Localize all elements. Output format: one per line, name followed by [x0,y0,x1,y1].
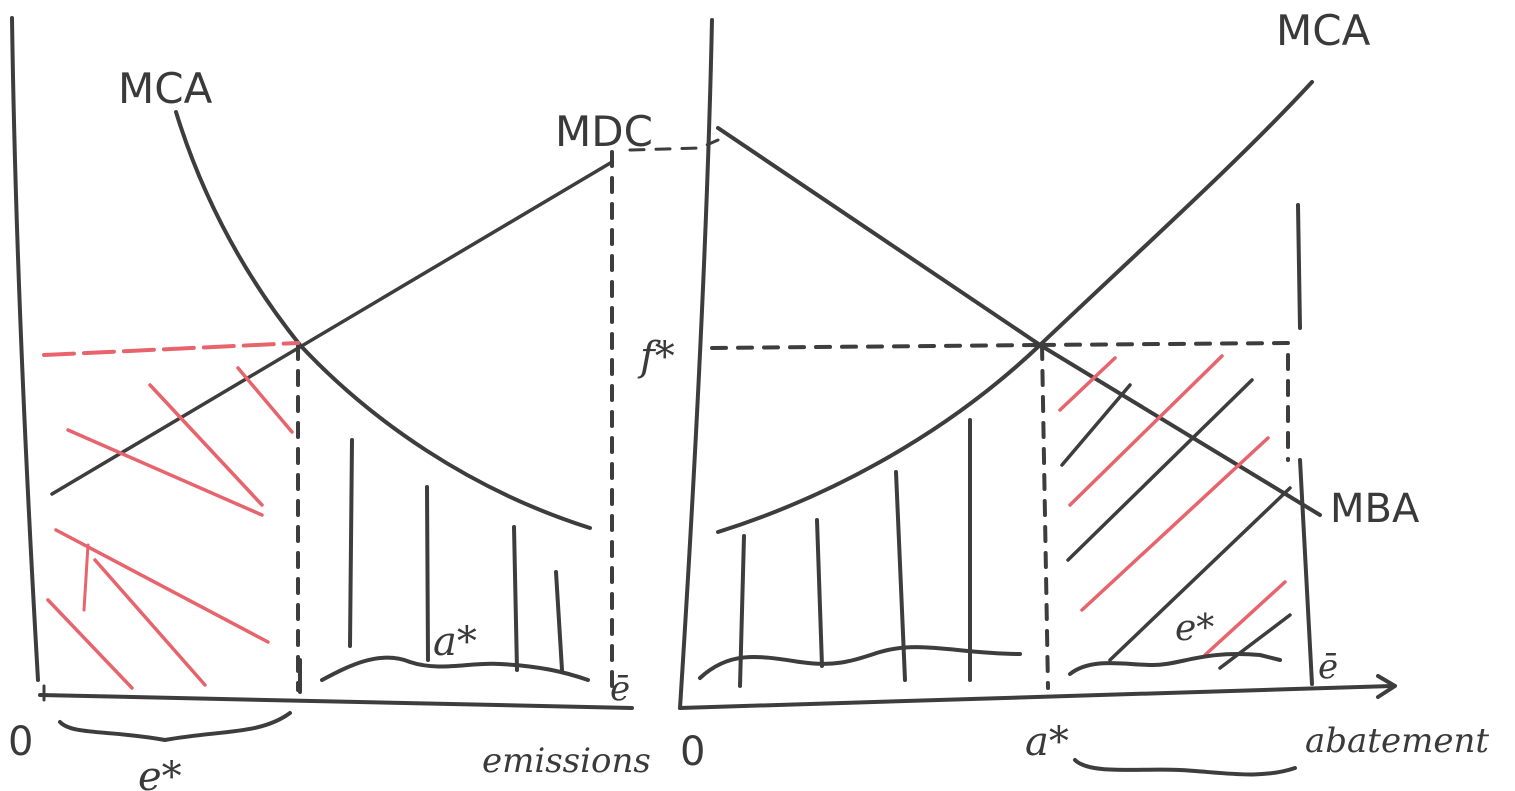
right-e-bar-label: ē [1318,647,1338,687]
left-origin-label: 0 [8,719,33,765]
left-mca-label: MCA [118,64,213,113]
right-mba-label: MBA [1330,486,1420,532]
f-star-label: f* [637,334,675,380]
right-black-hatching [1060,378,1292,670]
right-dashed-a-star [1040,343,1050,690]
left-mca-curve [174,110,592,530]
left-e-star-label: e* [138,754,182,791]
left-panel: MCA MDC 0 e* a* ē emissions [8,16,720,791]
left-mdc-label: MDC [555,107,653,156]
right-vertical-hatching [738,418,972,688]
right-boundary-lower [1298,458,1314,686]
left-mdc-curve [50,160,614,496]
left-red-dashed-line [42,341,300,357]
right-red-hatching [1058,354,1287,657]
right-boundary-upper [1296,203,1302,330]
right-mca-curve [716,80,1314,534]
emissions-axis-label: emissions [482,741,651,781]
left-a-star-label: a* [433,619,477,665]
left-brace-e-star [58,711,292,742]
right-mba-curve [716,126,1322,517]
right-panel: MCA MBA f* 0 a* e* ē abatement [637,6,1489,777]
right-a-star-label: a* [1025,719,1069,765]
abatement-axis-label: abatement [1305,721,1489,761]
right-brace-e-star-outer [1073,758,1297,777]
right-brace-a-star [698,645,1022,680]
right-dashed-f-star [710,343,1042,350]
mdc-connector-arrow [628,138,720,152]
right-brace-e-star-inner [1068,652,1282,676]
right-y-axis [678,18,714,710]
right-x-axis [678,684,1394,710]
right-e-star-label: e* [1175,608,1214,649]
left-vertical-hatching [348,438,564,672]
left-y-axis [10,16,40,682]
right-x-axis-arrowhead [1376,674,1397,699]
left-e-bar-label: ē [610,669,630,709]
right-mca-label: MCA [1276,6,1371,55]
left-brace-a-star [320,655,590,682]
left-x-axis [38,693,634,710]
right-origin-label: 0 [680,729,705,775]
left-red-hatching [46,366,294,690]
right-dashed-box-top [1038,340,1290,462]
